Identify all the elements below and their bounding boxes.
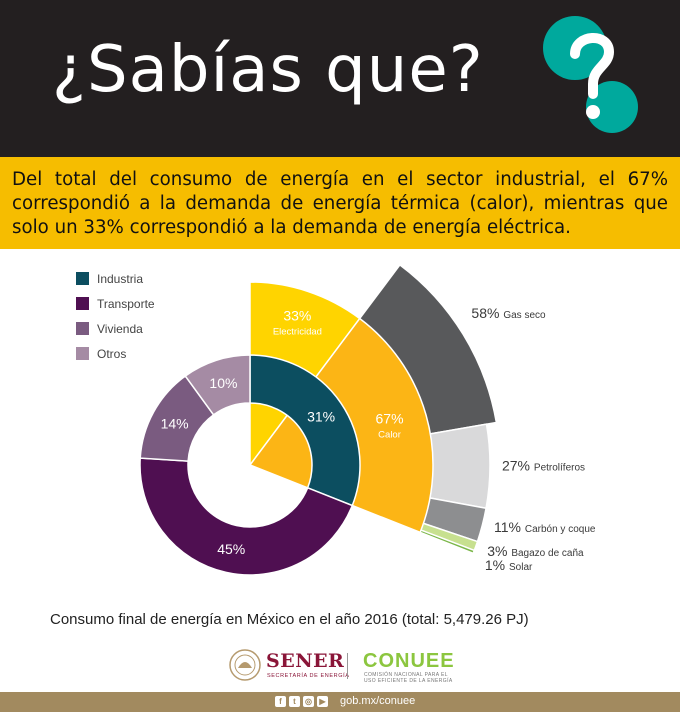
donut-slice-transporte [139,457,354,576]
calor-name-gas-seco: Gas seco [503,310,546,321]
footer-bar: f t ◎ ▶ gob.mx/conuee [0,692,680,712]
seal-icon [229,649,261,681]
calor-value-bagazo-de-caña: 3% [487,543,511,559]
header-banner: ¿Sabías que? [0,0,680,157]
industria-value-electricidad: 33% [283,308,311,324]
industria-name-electricidad: Electricidad [273,327,322,338]
conuee-subtitle: COMISIÓN NACIONAL PARA EL USO EFICIENTE … [364,672,453,684]
calor-name-petrolíferos: Petrolíferos [534,462,585,473]
question-mark-icon [543,16,638,133]
donut-slice-industria [249,354,361,507]
facebook-icon[interactable]: f [275,696,286,707]
calor-value-carbón-y-coque: 11% [494,519,525,535]
industria-value-calor: 67% [376,411,404,427]
sener-subtitle: SECRETARÍA DE ENERGÍA [267,673,350,679]
calor-label-carbón-y-coque: 11% Carbón y coque [494,519,596,535]
legend-swatch-transporte [76,297,89,310]
calor-label-bagazo-de-caña: 3% Bagazo de caña [487,543,584,559]
logos-bar: SENER SECRETARÍA DE ENERGÍA CONUEE COMIS… [0,643,680,691]
donut-slice-otros [184,354,251,416]
sector-donut [139,354,361,576]
donut-label-industria: 31% [307,409,335,425]
donut-label-vivienda: 14% [161,416,189,432]
industria-name-calor: Calor [378,430,401,441]
twitter-icon[interactable]: t [289,696,300,707]
social-icons: f t ◎ ▶ [275,696,328,707]
sener-logo: SENER [266,650,345,672]
energy-chart: Industria Transporte Vivienda Otros 31% 45% 1… [76,263,596,576]
chart-caption: Consumo final de energía en México en el… [50,611,529,628]
youtube-icon[interactable]: ▶ [317,696,328,707]
legend-label-transporte: Transporte [97,297,155,311]
calor-label-gas-seco: 58% Gas seco [471,305,546,321]
calor-value-gas-seco: 58% [471,305,503,321]
calor-value-solar: 1% [485,557,509,573]
legend-swatch-industria [76,272,89,285]
legend-swatch-otros [76,347,89,360]
calor-label-solar: 1% Solar [485,557,533,573]
donut-label-otros: 10% [209,375,237,391]
legend-label-otros: Otros [97,347,126,361]
legend-label-industria: Industria [97,272,143,286]
footer-url[interactable]: gob.mx/conuee [340,695,416,707]
calor-name-solar: Solar [509,562,533,573]
calor-name-carbón-y-coque: Carbón y coque [525,524,596,535]
conuee-logo: CONUEE [363,650,455,672]
legend-label-vivienda: Vivienda [97,322,143,336]
calor-name-bagazo-de-caña: Bagazo de caña [511,548,584,559]
instagram-icon[interactable]: ◎ [303,696,314,707]
intro-text: Del total del consumo de energía en el s… [12,169,668,238]
calor-value-petrolíferos: 27% [502,457,534,473]
intro-band: Del total del consumo de energía en el s… [0,157,680,249]
calor-label-petrolíferos: 27% Petrolíferos [502,457,585,473]
legend-swatch-vivienda [76,322,89,335]
chart-labels: 31% 45% 14% 10% 33% Electricidad 67% Calor 58% G… [161,305,596,573]
donut-label-transporte: 45% [217,541,245,557]
page-title: ¿Sabías que? [52,33,484,107]
legend: Industria Transporte Vivienda Otros [76,272,155,361]
logo-divider [347,653,348,679]
